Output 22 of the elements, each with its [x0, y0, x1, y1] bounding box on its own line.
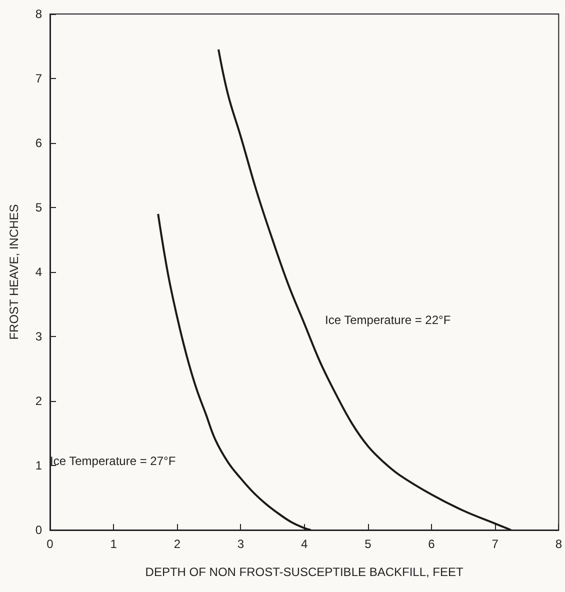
y-tick-label: 5: [35, 200, 42, 214]
y-tick-label: 8: [35, 7, 42, 21]
y-tick-label: 2: [35, 394, 42, 408]
x-tick-label: 2: [174, 537, 181, 551]
y-tick-label: 0: [35, 523, 42, 537]
y-axis-title: FROST HEAVE, INCHES: [7, 204, 21, 340]
x-tick-label: 8: [555, 537, 562, 551]
x-tick-label: 5: [364, 537, 372, 551]
y-tick-label: 1: [35, 458, 42, 472]
y-tick-label: 7: [35, 72, 42, 86]
x-tick-label: 6: [428, 537, 436, 551]
x-axis-title: DEPTH OF NON FROST-SUSCEPTIBLE BACKFILL, FEET: [145, 565, 464, 579]
x-tick-label: 7: [492, 537, 499, 551]
annotation: Ice Temperature = 22°F: [325, 313, 451, 327]
x-tick-label: 0: [46, 537, 54, 551]
y-tick-label: 4: [35, 265, 42, 279]
x-tick-label: 3: [237, 537, 244, 551]
y-tick-label: 3: [35, 330, 42, 344]
x-tick-label: 4: [300, 537, 308, 551]
x-tick-label: 1: [110, 537, 118, 551]
annotation: Ice Temperature = 27°F: [50, 454, 176, 468]
y-tick-label: 6: [35, 136, 42, 150]
